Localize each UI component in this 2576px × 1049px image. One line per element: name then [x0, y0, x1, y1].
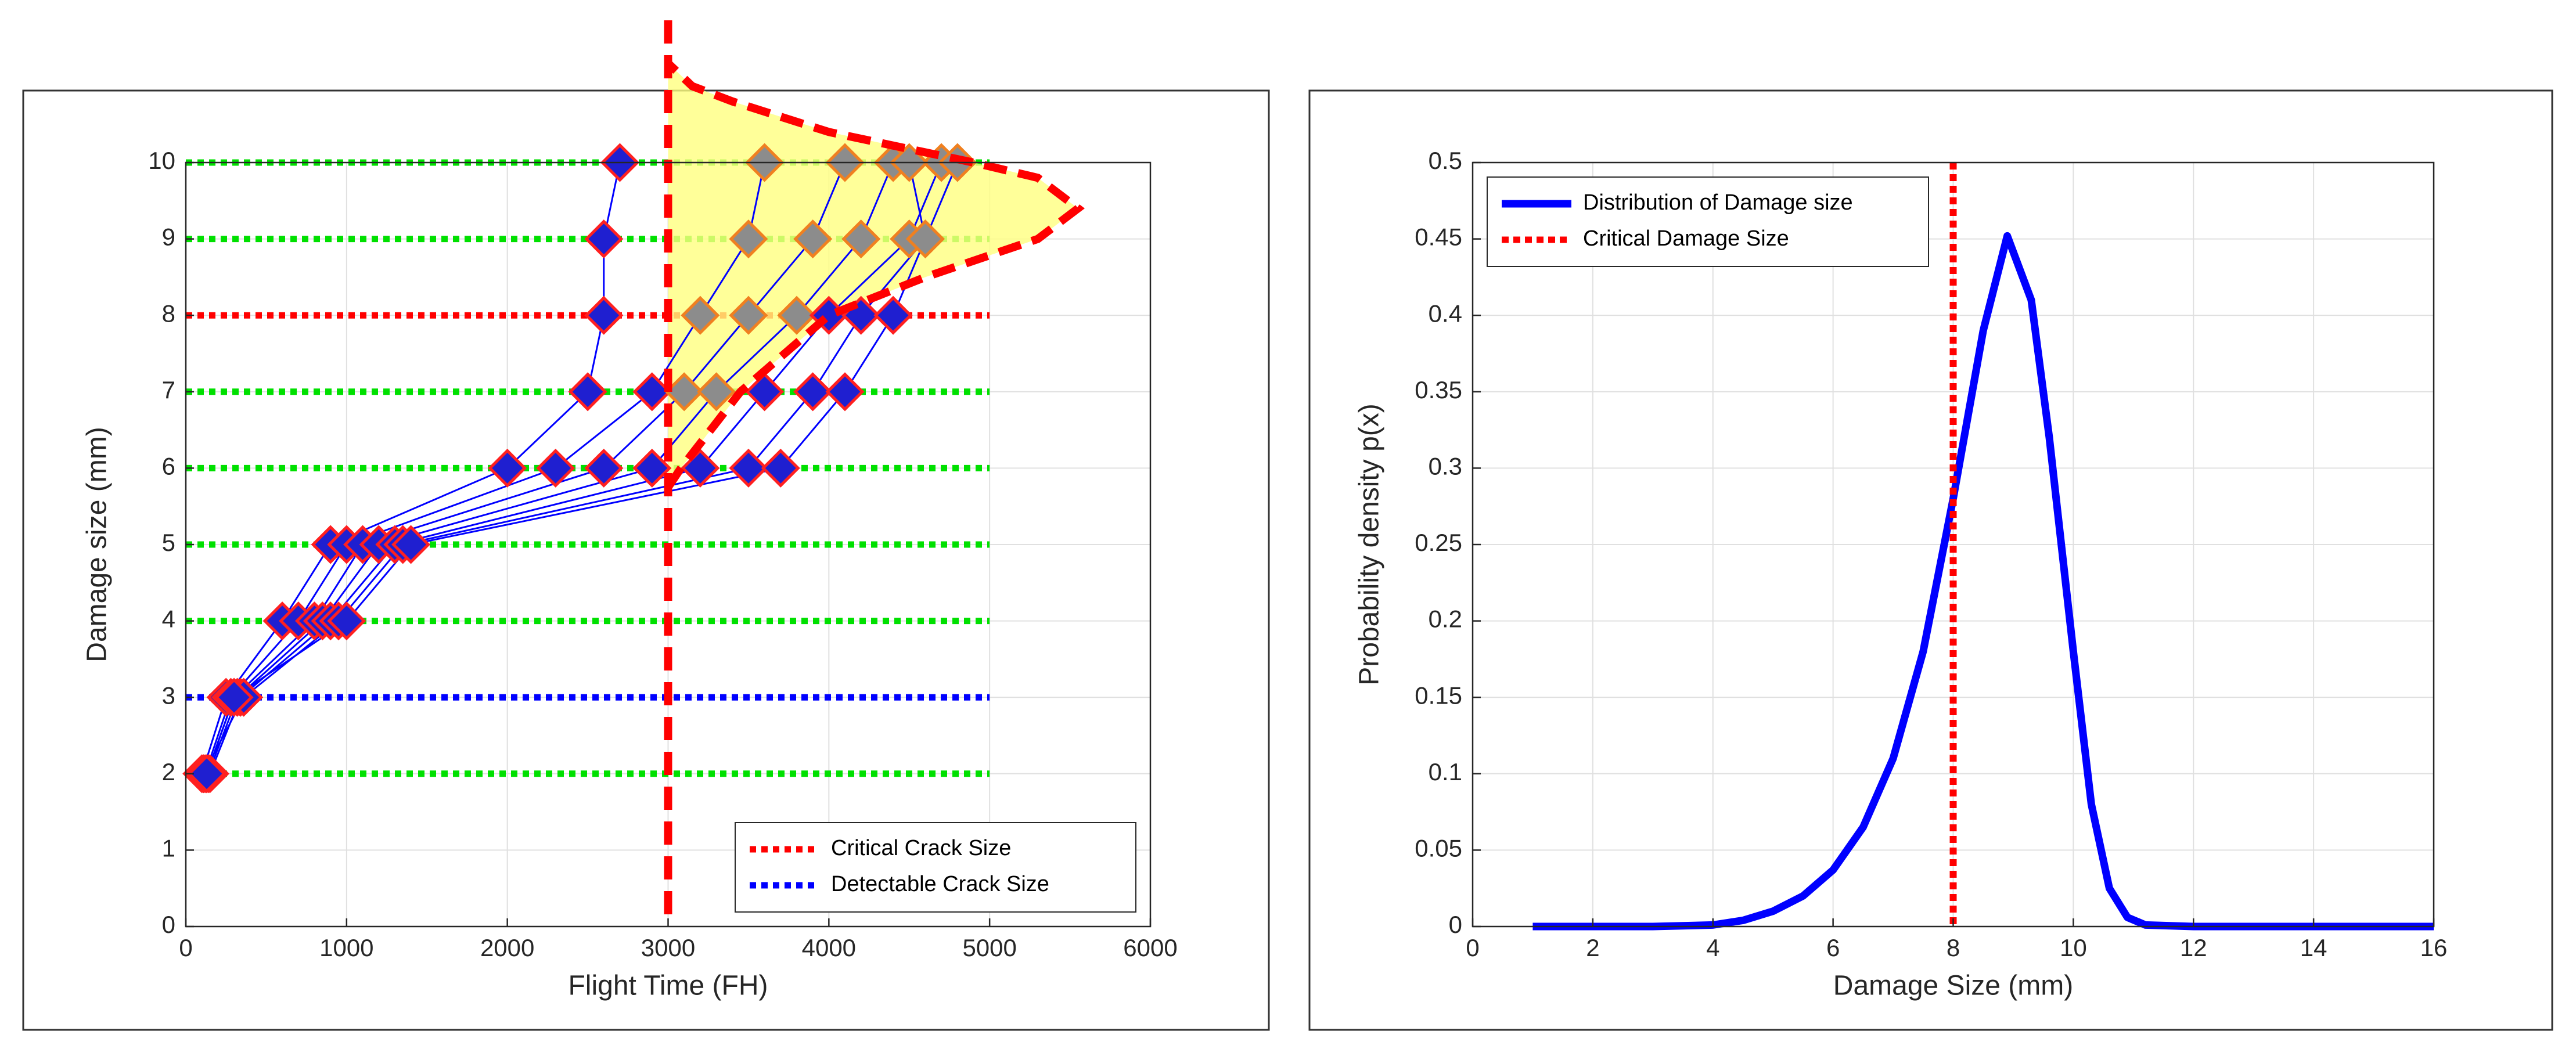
x-tick-label: 0 [1466, 934, 1479, 961]
y-axis-label: Probability density p(x) [1354, 403, 1385, 686]
x-axis-label: Damage Size (mm) [1833, 971, 2073, 1001]
y-tick-label: 3 [162, 682, 175, 709]
marker [488, 448, 527, 488]
legend-box [1487, 176, 1929, 267]
x-tick-label: 6000 [1123, 934, 1177, 961]
x-tick-label: 2 [1586, 934, 1599, 961]
marker [905, 219, 945, 259]
y-tick-label: 6 [162, 452, 175, 480]
marker [632, 448, 672, 488]
marker [793, 219, 833, 259]
y-tick-label: 5 [162, 529, 175, 556]
marker [729, 295, 768, 335]
marker [841, 219, 881, 259]
marker [584, 295, 624, 335]
x-axis-label: Flight Time (FH) [568, 971, 768, 1001]
y-tick-label: 0.35 [1415, 376, 1462, 403]
marker [584, 219, 624, 259]
density-outline [664, 60, 1085, 490]
y-tick-label: 2 [162, 758, 175, 785]
y-tick-label: 10 [148, 147, 175, 174]
x-tick-label: 3000 [641, 934, 695, 961]
marker [568, 372, 607, 412]
y-tick-label: 0.5 [1429, 147, 1462, 174]
marker [327, 601, 366, 641]
x-tick-label: 6 [1826, 934, 1840, 961]
y-tick-label: 0.2 [1429, 605, 1462, 633]
y-tick-label: 0 [1449, 911, 1462, 938]
y-tick-label: 9 [162, 224, 175, 251]
y-tick-label: 0.1 [1429, 758, 1462, 785]
marker [825, 372, 865, 412]
x-tick-label: 5000 [962, 934, 1016, 961]
y-tick-label: 0.05 [1415, 834, 1462, 861]
x-tick-label: 14 [2300, 934, 2327, 961]
marker [187, 754, 226, 794]
x-tick-label: 12 [2180, 934, 2207, 961]
y-tick-label: 0.4 [1429, 300, 1462, 327]
x-tick-label: 2000 [480, 934, 534, 961]
marker [536, 448, 575, 488]
legend-label: Critical Damage Size [1583, 226, 1789, 251]
x-tick-label: 8 [1947, 934, 1960, 961]
y-tick-label: 8 [162, 300, 175, 327]
marker [214, 677, 254, 717]
y-tick-label: 0.3 [1429, 452, 1462, 480]
x-tick-label: 16 [2420, 934, 2448, 961]
marker [761, 448, 800, 488]
y-tick-label: 7 [162, 376, 175, 403]
y-tick-label: 0.25 [1415, 529, 1462, 556]
y-tick-label: 0 [162, 911, 175, 938]
legend-label: Critical Crack Size [831, 836, 1011, 860]
marker [873, 295, 913, 335]
x-tick-label: 1000 [319, 934, 373, 961]
legend-label: Distribution of Damage size [1583, 190, 1853, 215]
x-tick-label: 0 [179, 934, 192, 961]
y-axis-label: Damage size (mm) [82, 427, 113, 662]
marker [697, 372, 736, 412]
y-tick-label: 0.45 [1415, 224, 1462, 251]
marker [584, 448, 624, 488]
x-tick-label: 10 [2060, 934, 2087, 961]
marker [729, 219, 768, 259]
marker [681, 295, 720, 335]
y-tick-label: 4 [162, 605, 175, 633]
x-tick-label: 4 [1706, 934, 1719, 961]
y-tick-label: 1 [162, 834, 175, 861]
x-tick-label: 4000 [802, 934, 856, 961]
legend-label: Detectable Crack Size [831, 872, 1049, 896]
marker [391, 525, 431, 564]
legend-box [735, 822, 1136, 913]
y-tick-label: 0.15 [1415, 682, 1462, 709]
line [1532, 232, 2434, 931]
